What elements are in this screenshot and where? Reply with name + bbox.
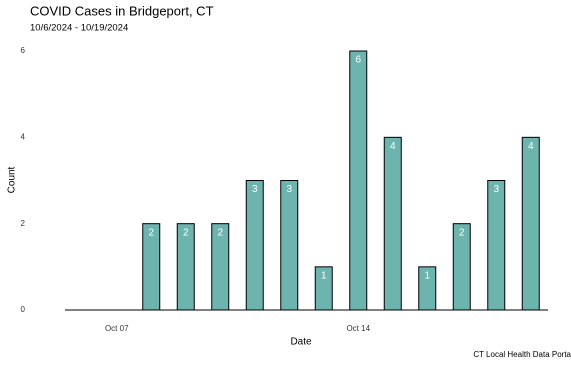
bar xyxy=(280,180,299,311)
bar xyxy=(245,180,264,311)
value-label: 3 xyxy=(252,184,258,195)
y-tick-label: 0 xyxy=(21,305,26,314)
y-axis-label: Count xyxy=(7,166,18,193)
bar xyxy=(142,223,161,311)
value-label: 6 xyxy=(355,55,361,66)
chart-subtitle: 10/6/2024 - 10/19/2024 xyxy=(30,23,128,34)
value-label: 2 xyxy=(217,227,223,238)
bar xyxy=(314,266,333,311)
value-label: 1 xyxy=(321,270,327,281)
bar xyxy=(487,180,506,311)
value-label: 2 xyxy=(183,227,189,238)
y-tick-label: 4 xyxy=(21,132,26,141)
bar xyxy=(383,136,402,311)
bar xyxy=(349,50,368,311)
value-label: 3 xyxy=(493,184,499,195)
bar xyxy=(452,223,471,311)
value-label: 4 xyxy=(528,141,534,152)
caption: CT Local Health Data Porta xyxy=(473,350,571,359)
bar xyxy=(176,223,195,311)
x-tick-label: Oct 07 xyxy=(105,324,129,333)
chart-title: COVID Cases in Bridgeport, CT xyxy=(30,3,214,18)
y-tick-label: 6 xyxy=(21,46,26,55)
value-label: 2 xyxy=(148,227,154,238)
bar xyxy=(211,223,230,311)
value-label: 2 xyxy=(459,227,465,238)
value-label: 4 xyxy=(390,141,396,152)
value-label: 3 xyxy=(286,184,292,195)
bar xyxy=(521,136,540,311)
value-label: 1 xyxy=(424,270,430,281)
bar xyxy=(418,266,437,311)
x-axis-label: Date xyxy=(290,337,312,348)
x-tick-label: Oct 14 xyxy=(346,324,370,333)
y-tick-label: 2 xyxy=(21,219,26,228)
